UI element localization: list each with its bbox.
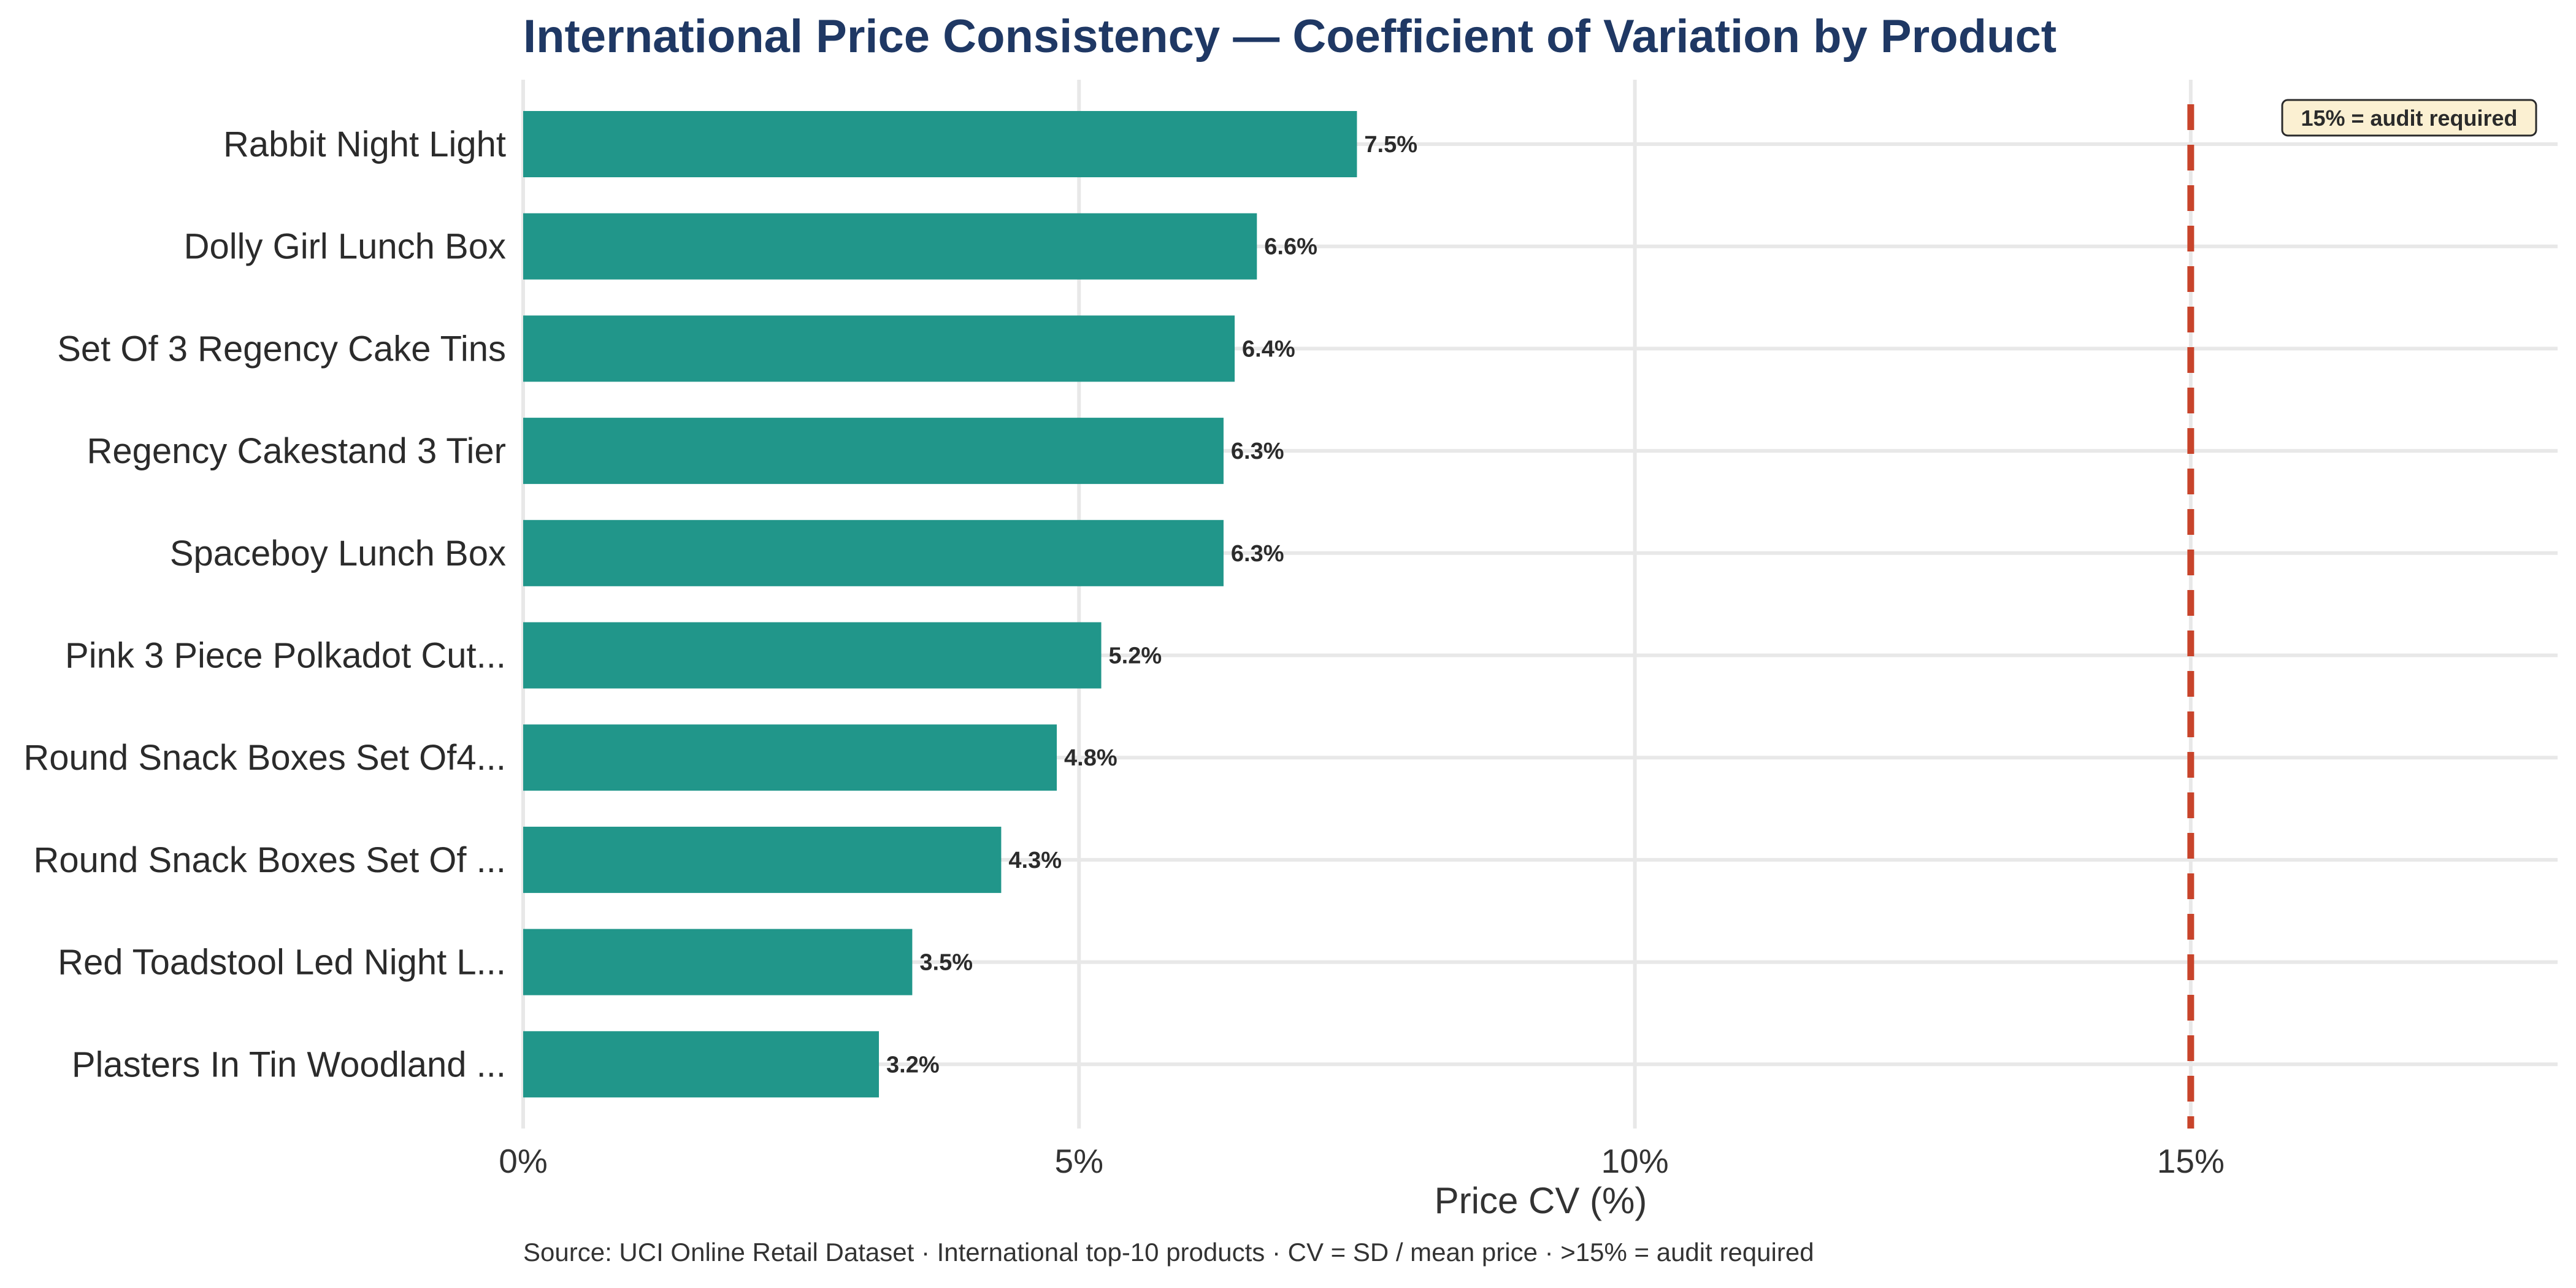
- x-axis-label: Price CV (%): [1435, 1180, 1647, 1221]
- category-label: Red Toadstool Led Night L...: [58, 943, 506, 983]
- x-tick-label: 10%: [1601, 1142, 1669, 1180]
- x-tick-label: 15%: [2157, 1142, 2225, 1180]
- labels: 0% 5% 10% 15% Rabbit Night Light 7.5% Dolly Gi…: [23, 125, 2225, 1180]
- bar: [523, 418, 1224, 485]
- x-tick-label: 0%: [499, 1142, 548, 1180]
- category-label: Rabbit Night Light: [223, 125, 506, 164]
- bar: [523, 111, 1357, 177]
- value-label: 7.5%: [1364, 132, 1417, 158]
- value-label: 5.2%: [1109, 643, 1162, 669]
- category-label: Spaceboy Lunch Box: [170, 534, 506, 573]
- value-label: 4.8%: [1064, 745, 1117, 771]
- category-label: Set Of 3 Regency Cake Tins: [57, 329, 506, 369]
- bar: [523, 622, 1102, 689]
- value-label: 6.3%: [1231, 439, 1284, 464]
- value-label: 4.3%: [1008, 848, 1062, 873]
- bar: [523, 1031, 880, 1098]
- value-label: 6.4%: [1242, 336, 1295, 362]
- value-label: 6.6%: [1264, 234, 1317, 260]
- category-label: Round Snack Boxes Set Of ...: [33, 840, 506, 880]
- category-label: Round Snack Boxes Set Of4...: [23, 738, 506, 778]
- bars: [523, 111, 1357, 1098]
- bar: [523, 519, 1224, 586]
- x-tick-label: 5%: [1055, 1142, 1104, 1180]
- value-label: 3.5%: [919, 950, 973, 976]
- value-label: 6.3%: [1231, 541, 1284, 567]
- category-label: Plasters In Tin Woodland ...: [72, 1045, 506, 1084]
- bar: [523, 724, 1057, 791]
- reference-annotation-label: 15% = audit required: [2301, 105, 2517, 131]
- value-label: 3.2%: [886, 1052, 940, 1078]
- chart-title: International Price Consistency — Coeffi…: [523, 10, 2057, 63]
- bar: [523, 826, 1002, 893]
- category-label: Pink 3 Piece Polkadot Cut...: [65, 636, 506, 676]
- reference-annotation-box: [2281, 99, 2537, 137]
- category-label: Dolly Girl Lunch Box: [184, 227, 506, 267]
- category-label: Regency Cakestand 3 Tier: [87, 431, 506, 471]
- bar: [523, 315, 1235, 382]
- reference-line-group: 15% = audit required: [2187, 99, 2537, 1129]
- bar: [523, 929, 913, 995]
- bar: [523, 213, 1257, 280]
- source-note: Source: UCI Online Retail Dataset · Inte…: [523, 1238, 1814, 1267]
